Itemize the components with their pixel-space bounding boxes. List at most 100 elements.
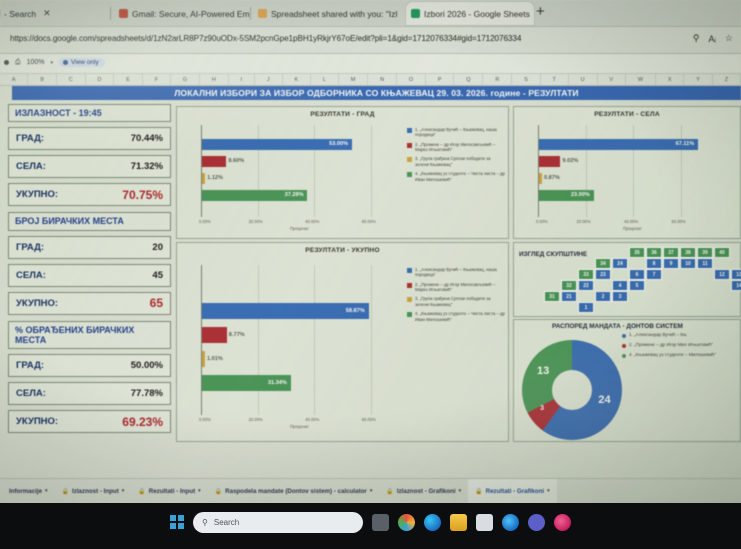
close-icon[interactable]: ✕: [404, 8, 405, 19]
assembly-seat[interactable]: 35: [629, 247, 645, 258]
search-icon[interactable]: ⚲: [692, 33, 700, 43]
chevron-down-icon[interactable]: ▾: [547, 488, 550, 494]
file-explorer-icon[interactable]: [450, 513, 467, 531]
column-header-u[interactable]: U: [569, 74, 598, 85]
chevron-down-icon[interactable]: ▾: [50, 59, 54, 66]
view-only-badge[interactable]: View only: [59, 58, 105, 67]
assembly-seat[interactable]: 37: [663, 247, 679, 258]
chevron-down-icon[interactable]: ▾: [369, 488, 373, 494]
column-header-l[interactable]: L: [311, 74, 339, 85]
menu-icon[interactable]: [4, 60, 9, 65]
copilot-icon[interactable]: [398, 513, 415, 531]
assembly-seat[interactable]: 5: [629, 280, 645, 291]
assembly-seat[interactable]: 31: [544, 291, 560, 302]
sheet-tab-4[interactable]: 🔒 Izlaznost - Grafikoni ▾: [379, 479, 468, 503]
assembly-seat[interactable]: 38: [680, 247, 696, 258]
sheet-tab-1[interactable]: 🔒 Izlaznost - Input ▾: [55, 479, 132, 503]
sheet-tab-5[interactable]: 🔒 Rezultati - Grafikoni ▾: [468, 479, 557, 503]
browser-tab-0[interactable]: - Search ✕: [0, 2, 106, 25]
assembly-seat[interactable]: 39: [697, 247, 713, 258]
chevron-down-icon[interactable]: ▾: [45, 488, 48, 494]
column-header-y[interactable]: Y: [684, 74, 713, 85]
bar-series-3[interactable]: [539, 173, 542, 184]
assembly-seat[interactable]: 3: [612, 291, 628, 302]
column-header-o[interactable]: O: [397, 74, 426, 85]
column-header-f[interactable]: F: [143, 74, 171, 85]
teams-icon[interactable]: [528, 513, 545, 531]
bar-series-4[interactable]: [202, 190, 308, 201]
task-view-icon[interactable]: [372, 513, 389, 531]
favorite-icon[interactable]: ☆: [724, 33, 733, 43]
legend-item-1[interactable]: 1. „Александар Вучић – Књажевац, наша по…: [407, 127, 505, 138]
assembly-seat[interactable]: 13: [731, 269, 741, 280]
new-tab-button[interactable]: +: [536, 3, 545, 20]
column-header-a[interactable]: A: [0, 74, 29, 85]
mandates-legend-item-3[interactable]: 4. „Књажевац уз студенте – Милошевић": [622, 352, 741, 358]
assembly-seat[interactable]: 34: [595, 258, 611, 269]
assembly-seat[interactable]: 12: [714, 269, 730, 280]
column-header-n[interactable]: N: [368, 74, 397, 85]
column-header-e[interactable]: E: [114, 74, 143, 85]
assembly-seat[interactable]: 6: [629, 269, 645, 280]
column-header-k[interactable]: K: [283, 74, 311, 85]
browser-tab-2[interactable]: Spreadsheet shared with you: "Izl ✕: [253, 2, 405, 25]
column-header-j[interactable]: J: [255, 74, 283, 85]
close-icon[interactable]: ✕: [43, 8, 51, 18]
edge-icon[interactable]: [424, 513, 441, 531]
column-header-b[interactable]: B: [28, 74, 57, 85]
print-icon[interactable]: ⎙: [15, 58, 21, 66]
column-header-c[interactable]: C: [57, 74, 86, 85]
chevron-down-icon[interactable]: ▾: [198, 488, 201, 494]
address-bar[interactable]: https://docs.google.com/spreadsheets/d/1…: [0, 27, 741, 54]
column-header-v[interactable]: V: [598, 74, 626, 85]
assembly-seat[interactable]: 2: [595, 291, 611, 302]
sheet-tab-3[interactable]: 🔒 Raspodela mandate (Dontov sistem) - cal…: [208, 479, 380, 503]
assembly-seat[interactable]: 21: [561, 291, 577, 302]
assembly-seat[interactable]: 7: [646, 269, 662, 280]
column-header-i[interactable]: I: [229, 74, 256, 85]
column-header-m[interactable]: M: [339, 74, 369, 85]
sheet-tab-0[interactable]: Informacije ▾: [2, 479, 55, 503]
legend-item-4[interactable]: 4. „Књажевац уз студенте – Чиста листа –…: [407, 171, 505, 182]
bar-series-4[interactable]: [539, 190, 594, 201]
url-text[interactable]: https://docs.google.com/spreadsheets/d/1…: [10, 34, 522, 43]
column-header-t[interactable]: T: [541, 74, 569, 85]
bar-series-2[interactable]: [202, 327, 227, 343]
assembly-seat[interactable]: 9: [663, 258, 679, 269]
column-header-w[interactable]: W: [626, 74, 656, 85]
column-header-x[interactable]: X: [656, 74, 685, 85]
office-icon[interactable]: [502, 513, 519, 531]
media-icon[interactable]: [554, 513, 571, 531]
start-icon[interactable]: [170, 515, 184, 529]
column-header-d[interactable]: D: [86, 74, 115, 85]
assembly-seat[interactable]: 23: [595, 269, 611, 280]
search-input[interactable]: ⚲ Search: [193, 511, 363, 533]
chevron-down-icon[interactable]: ▾: [121, 488, 125, 494]
bar-series-3[interactable]: [202, 173, 206, 184]
bar-series-1[interactable]: [539, 139, 699, 150]
bar-series-2[interactable]: [539, 156, 561, 167]
assembly-seat[interactable]: 24: [612, 258, 628, 269]
legend-item-3[interactable]: 3. „Група грађана Српски победити за зел…: [407, 156, 505, 167]
bar-series-3[interactable]: [202, 351, 205, 367]
legend-item-2[interactable]: 2. „Промене – др Игор Милосављевић – Мар…: [407, 282, 505, 293]
store-icon[interactable]: [476, 513, 493, 531]
legend-item-2[interactable]: 2. „Промене – др Игор Милосављевић – Мар…: [407, 142, 505, 153]
assembly-seat[interactable]: 32: [561, 280, 577, 291]
column-header-g[interactable]: G: [171, 74, 200, 85]
column-header-p[interactable]: P: [426, 74, 455, 85]
mandates-legend-item-2[interactable]: 2. „Промене – др Игор Мил Игњатовић": [622, 342, 741, 348]
bar-series-4[interactable]: [202, 375, 291, 391]
zoom-level[interactable]: 100%: [26, 59, 45, 66]
assembly-seat[interactable]: 10: [680, 258, 696, 269]
assembly-seat[interactable]: 33: [578, 269, 594, 280]
mandates-legend-item-1[interactable]: 1. „Александар Вучић – Књ: [622, 332, 741, 338]
bar-series-1[interactable]: [202, 303, 369, 319]
browser-tab-3[interactable]: Izbori 2026 - Google Sheets ✕: [406, 2, 534, 25]
column-header-r[interactable]: R: [483, 74, 513, 85]
assembly-seat[interactable]: 1: [578, 302, 594, 313]
sheet-tab-2[interactable]: 🔒 Rezultati - Input ▾: [131, 479, 207, 503]
assembly-seat[interactable]: 4: [612, 280, 628, 291]
assembly-seat[interactable]: 8: [646, 258, 662, 269]
chevron-down-icon[interactable]: ▾: [458, 488, 462, 494]
